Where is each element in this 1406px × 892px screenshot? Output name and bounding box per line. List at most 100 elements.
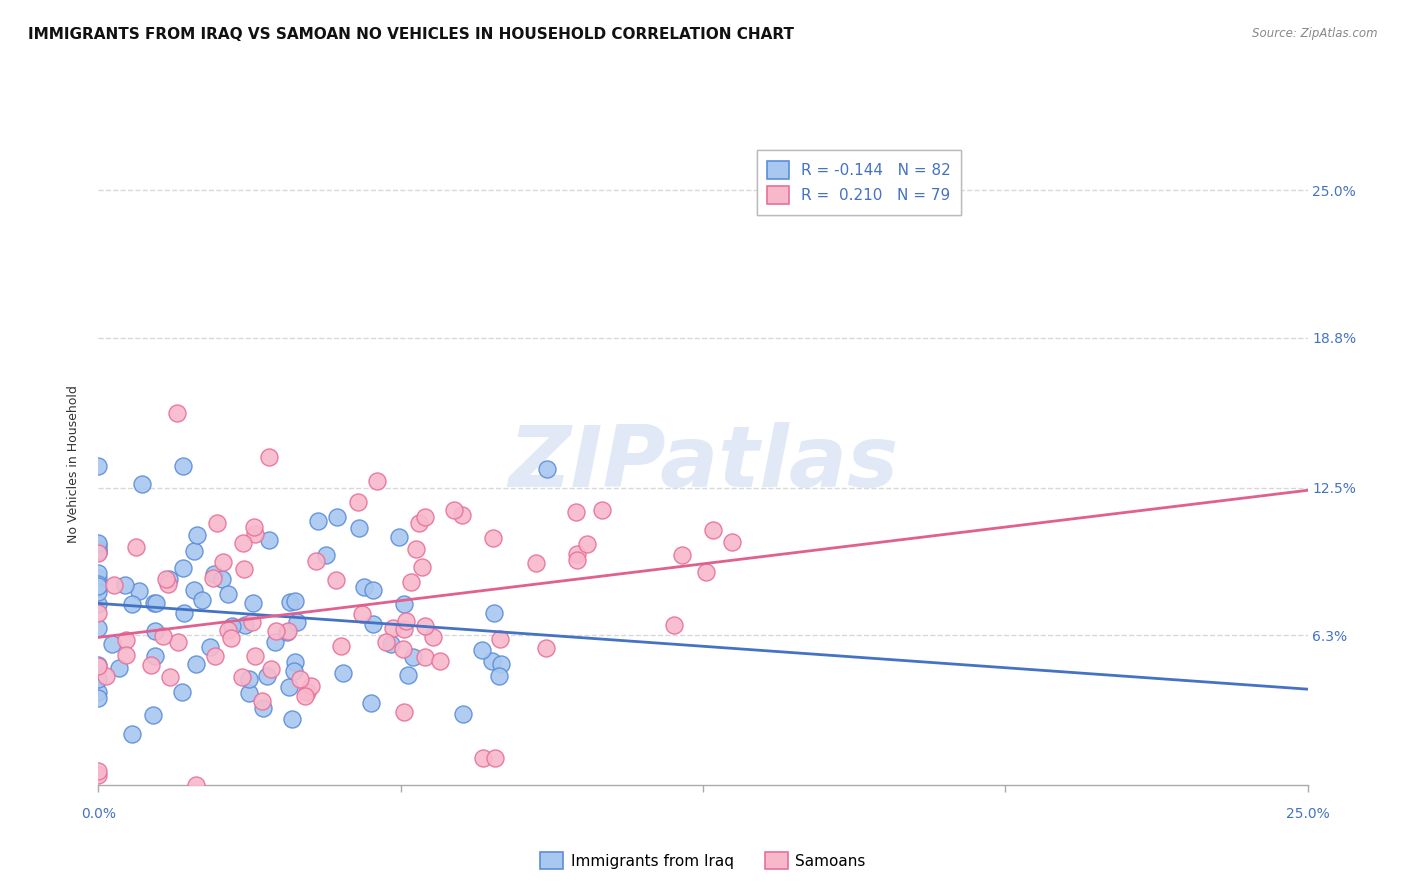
Point: [217, 624, 239, 638]
Point: [131, 477, 153, 491]
Point: [380, 637, 402, 651]
Point: [347, 495, 370, 509]
Point: [263, 635, 285, 649]
Point: [591, 503, 613, 517]
Point: [353, 580, 375, 594]
Point: [101, 637, 124, 651]
Point: [326, 510, 349, 524]
Point: [451, 508, 474, 523]
Point: [402, 650, 425, 665]
Point: [565, 505, 588, 519]
Point: [366, 474, 388, 488]
Point: [87, 579, 110, 593]
Point: [217, 587, 239, 601]
Point: [87, 545, 110, 559]
Point: [221, 631, 243, 645]
Point: [184, 657, 207, 672]
Point: [87, 566, 110, 581]
Point: [183, 582, 205, 597]
Point: [87, 597, 110, 611]
Point: [87, 685, 110, 699]
Point: [167, 635, 190, 649]
Point: [211, 572, 233, 586]
Point: [413, 619, 436, 633]
Point: [202, 572, 225, 586]
Point: [145, 596, 167, 610]
Point: [172, 459, 194, 474]
Point: [87, 579, 110, 593]
Point: [233, 561, 256, 575]
Point: [200, 640, 222, 654]
Point: [315, 548, 337, 562]
Point: [238, 686, 260, 700]
Point: [471, 643, 494, 657]
Point: [413, 510, 436, 524]
Point: [405, 541, 427, 556]
Point: [157, 577, 180, 591]
Point: [221, 619, 243, 633]
Point: [294, 690, 316, 704]
Point: [252, 694, 274, 708]
Point: [695, 565, 717, 579]
Point: [257, 533, 280, 548]
Point: [125, 540, 148, 554]
Point: [256, 668, 278, 682]
Point: [172, 560, 194, 574]
Point: [87, 606, 110, 620]
Point: [103, 577, 125, 591]
Point: [87, 658, 110, 673]
Point: [276, 625, 298, 640]
Point: [87, 541, 110, 556]
Point: [145, 648, 167, 663]
Point: [284, 593, 307, 607]
Point: [721, 535, 744, 549]
Point: [329, 639, 352, 653]
Point: [671, 548, 693, 562]
Point: [352, 607, 374, 622]
Point: [183, 544, 205, 558]
Point: [205, 516, 228, 530]
Point: [399, 574, 422, 589]
Point: [186, 528, 208, 542]
Point: [155, 572, 177, 586]
Point: [290, 672, 312, 686]
Legend: R = -0.144   N = 82, R =  0.210   N = 79: R = -0.144 N = 82, R = 0.210 N = 79: [756, 151, 962, 215]
Point: [121, 597, 143, 611]
Point: [484, 751, 506, 765]
Point: [252, 700, 274, 714]
Point: [453, 706, 475, 721]
Text: 25.0%: 25.0%: [1285, 807, 1330, 822]
Point: [489, 632, 512, 646]
Point: [114, 577, 136, 591]
Point: [374, 635, 396, 649]
Point: [170, 685, 193, 699]
Point: [166, 406, 188, 420]
Point: [361, 616, 384, 631]
Y-axis label: No Vehicles in Household: No Vehicles in Household: [66, 385, 80, 542]
Point: [489, 657, 512, 671]
Legend: Immigrants from Iraq, Samoans: Immigrants from Iraq, Samoans: [534, 846, 872, 875]
Point: [87, 458, 110, 473]
Point: [108, 661, 131, 675]
Point: [264, 624, 287, 639]
Point: [360, 696, 382, 710]
Point: [242, 596, 264, 610]
Point: [143, 596, 166, 610]
Point: [361, 583, 384, 598]
Point: [396, 668, 419, 682]
Point: [231, 670, 253, 684]
Text: IMMIGRANTS FROM IRAQ VS SAMOAN NO VEHICLES IN HOUSEHOLD CORRELATION CHART: IMMIGRANTS FROM IRAQ VS SAMOAN NO VEHICL…: [28, 27, 794, 42]
Point: [115, 648, 138, 662]
Point: [87, 543, 110, 558]
Point: [304, 554, 326, 568]
Point: [332, 666, 354, 681]
Point: [121, 727, 143, 741]
Point: [482, 606, 505, 620]
Point: [284, 655, 307, 669]
Point: [87, 768, 110, 782]
Point: [139, 657, 162, 672]
Point: [567, 547, 589, 561]
Text: ZIPatlas: ZIPatlas: [508, 422, 898, 506]
Point: [567, 553, 589, 567]
Point: [471, 750, 494, 764]
